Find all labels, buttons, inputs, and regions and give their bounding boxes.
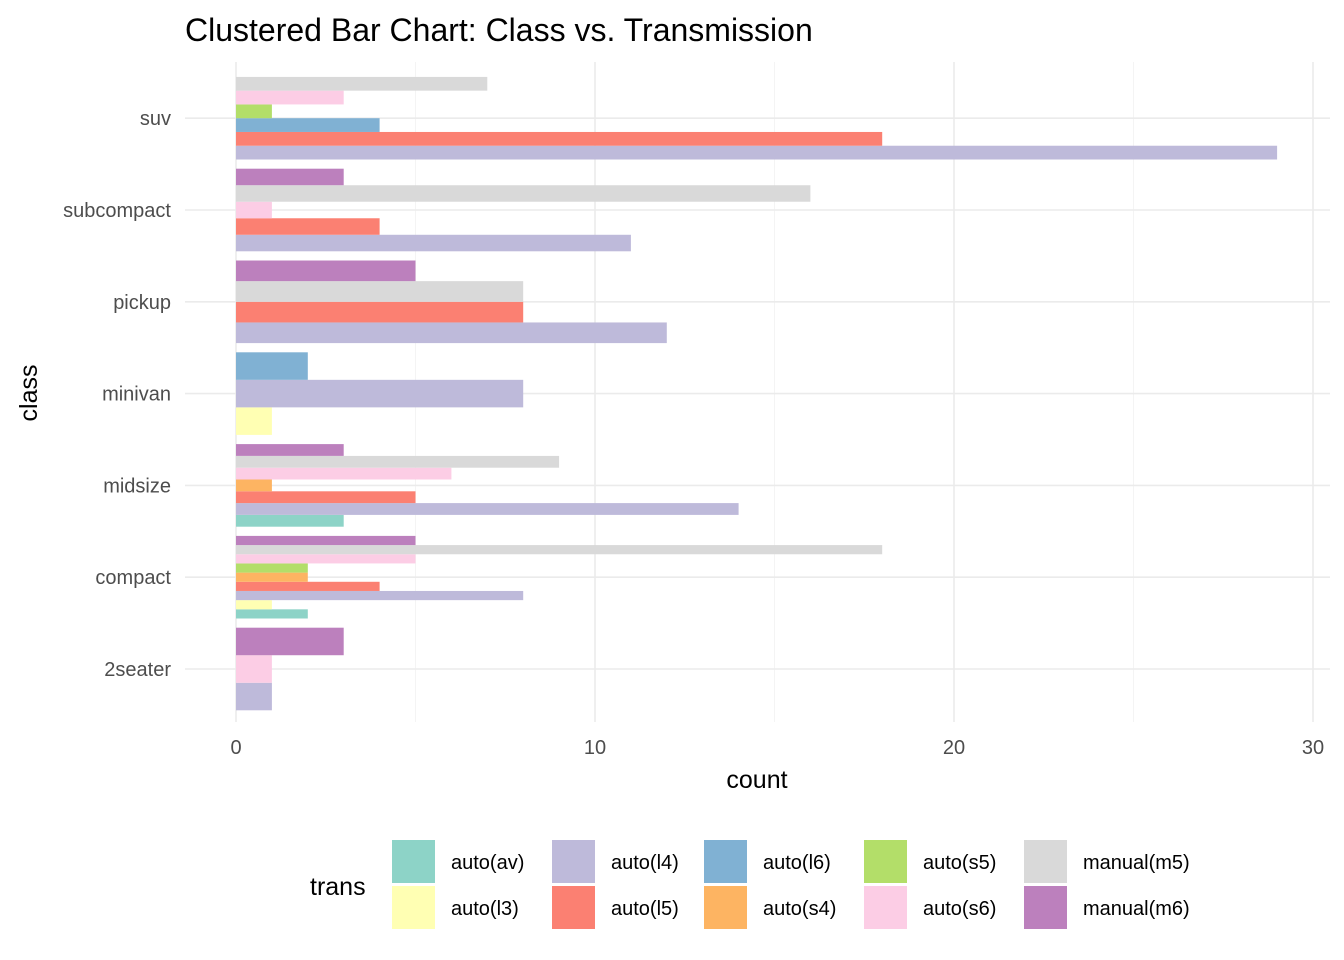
legend-label: auto(l5) [611, 898, 679, 920]
y-tick-label: suv [140, 108, 171, 130]
legend-label: manual(m6) [1083, 898, 1190, 920]
bar-minivan-auto-l3 [236, 407, 272, 435]
bar-subcompact-auto-s6 [236, 201, 272, 219]
bar-compact-auto-s6 [236, 554, 416, 564]
bar-suv-auto-l5 [236, 131, 883, 146]
bar-midsize-auto-s6 [236, 467, 452, 480]
y-tick-label: minivan [102, 384, 171, 406]
bar-suv-auto-s6 [236, 90, 344, 105]
bar-compact-auto-s5 [236, 563, 308, 573]
legend-label: auto(s4) [763, 898, 836, 920]
legend: trans auto(av) auto(l3) auto(l4) auto(l5) au… [310, 840, 1190, 929]
y-tick-label: 2seater [104, 659, 171, 681]
legend-label: auto(l6) [763, 852, 831, 874]
bar-pickup-auto-l5 [236, 301, 524, 323]
bar-compact-auto-s4 [236, 572, 308, 582]
bar-midsize-manual-m6 [236, 444, 344, 456]
bar-compact-manual-m5 [236, 545, 883, 555]
bar-midsize-auto-l5 [236, 491, 416, 504]
bar-minivan-auto-l4 [236, 379, 524, 408]
bar-compact-manual-m6 [236, 535, 416, 546]
bar-pickup-manual-m6 [236, 260, 416, 282]
bar-compact-auto-l3 [236, 600, 272, 610]
legend-key [392, 886, 435, 929]
legend-key [864, 840, 907, 883]
bar-midsize-auto-av [236, 514, 344, 527]
legend-label: auto(av) [451, 852, 524, 874]
legend-key [552, 886, 595, 929]
bar-subcompact-auto-l5 [236, 218, 380, 235]
x-tick-label: 20 [943, 737, 965, 759]
legend-label: auto(l3) [451, 898, 519, 920]
bar-suv-auto-l4 [236, 145, 1278, 160]
bar-2seater-auto-l4 [236, 682, 272, 711]
legend-key [1024, 886, 1067, 929]
bar-midsize-auto-s4 [236, 479, 272, 492]
bar-midsize-manual-m5 [236, 455, 560, 468]
legend-key [864, 886, 907, 929]
bar-subcompact-manual-m6 [236, 168, 344, 186]
bars-layer [236, 76, 1278, 711]
y-tick-label: compact [95, 567, 171, 589]
bar-compact-auto-l5 [236, 581, 380, 591]
bar-2seater-auto-s6 [236, 655, 272, 683]
legend-title: trans [310, 873, 366, 901]
legend-key [704, 840, 747, 883]
y-tick-label: midsize [103, 475, 171, 497]
y-tick-label: subcompact [63, 200, 171, 222]
y-tick-labels: 2seater compact midsize minivan pickup subcom… [63, 108, 171, 681]
x-tick-label: 10 [584, 737, 606, 759]
bar-2seater-manual-m6 [236, 627, 344, 656]
x-axis-title: count [726, 766, 787, 794]
legend-label: auto(s5) [923, 852, 996, 874]
legend-label: manual(m5) [1083, 852, 1190, 874]
x-tick-label: 30 [1302, 737, 1324, 759]
bar-suv-auto-s5 [236, 104, 272, 119]
bar-minivan-auto-l6 [236, 352, 308, 380]
bar-suv-manual-m5 [236, 76, 488, 91]
bar-compact-auto-l4 [236, 590, 524, 601]
bar-subcompact-auto-l4 [236, 234, 631, 252]
legend-label: auto(s6) [923, 898, 996, 920]
bar-subcompact-manual-m5 [236, 185, 811, 202]
bar-pickup-auto-l4 [236, 322, 667, 344]
legend-key [1024, 840, 1067, 883]
bar-compact-auto-av [236, 609, 308, 619]
x-tick-label: 0 [230, 737, 241, 759]
bar-suv-auto-l6 [236, 118, 380, 132]
bar-pickup-manual-m5 [236, 281, 524, 302]
chart-title: Clustered Bar Chart: Class vs. Transmiss… [185, 12, 813, 48]
x-tick-labels: 0 10 20 30 [230, 737, 1324, 759]
legend-key [704, 886, 747, 929]
y-axis-title: class [15, 365, 43, 422]
bar-midsize-auto-l4 [236, 503, 739, 515]
legend-key [392, 840, 435, 883]
y-tick-label: pickup [113, 292, 171, 314]
legend-key [552, 840, 595, 883]
legend-label: auto(l4) [611, 852, 679, 874]
